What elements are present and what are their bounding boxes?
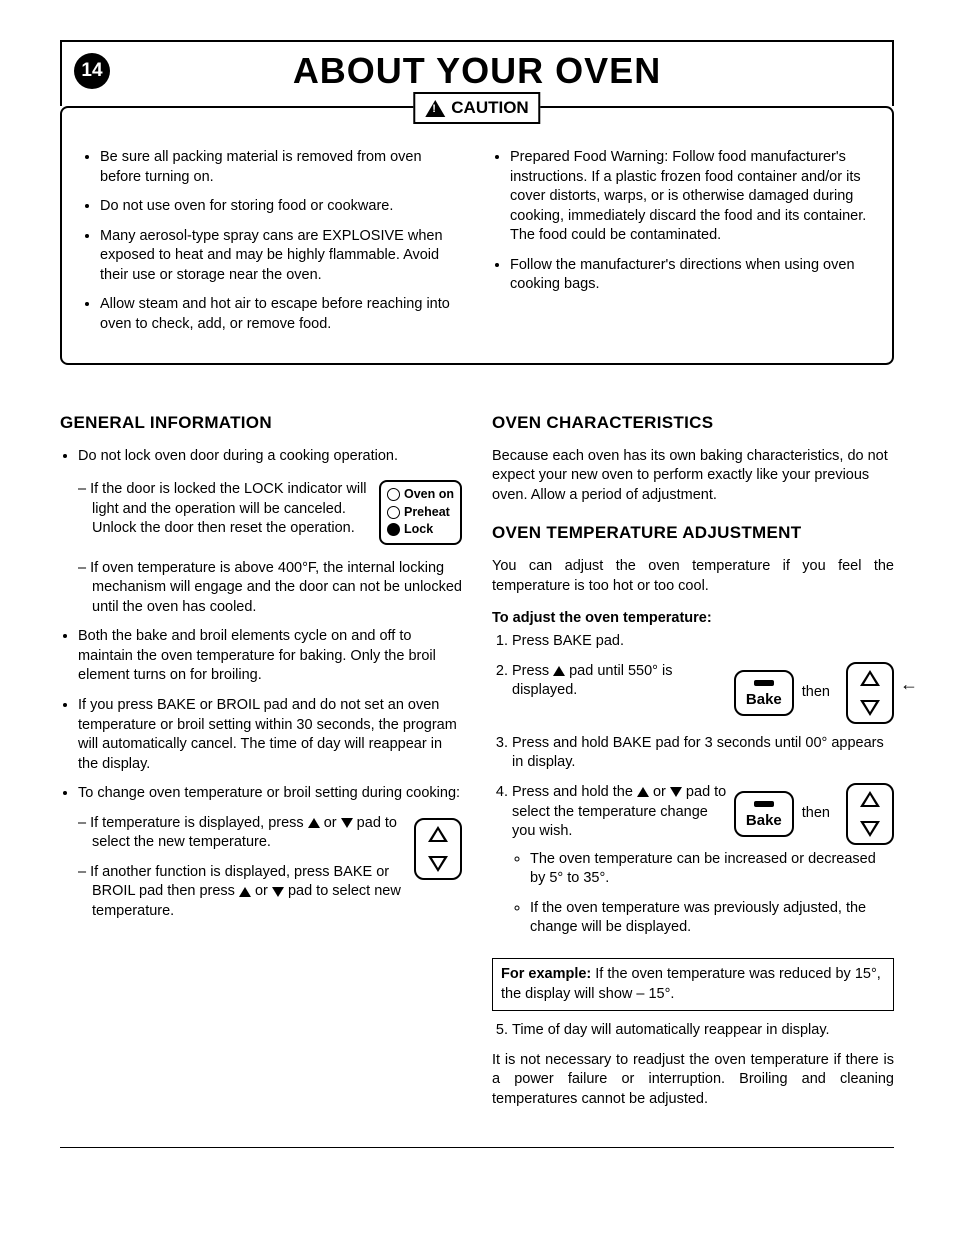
lock-indicator-icon — [387, 523, 400, 536]
down-arrow-icon — [272, 887, 284, 897]
temp-step: Time of day will automatically reappear … — [512, 1021, 894, 1041]
oven-on-indicator-icon — [387, 488, 400, 501]
indicator-label: Oven on — [404, 486, 454, 504]
temp-step: Bake then Press and hold the or pad to s… — [512, 783, 894, 948]
then-text: then — [802, 683, 830, 703]
general-sub-text: If the door is locked the LOCK indicator… — [90, 481, 366, 536]
bake-label: Bake — [746, 690, 782, 710]
general-sub-item: If another function is displayed, press … — [92, 863, 462, 922]
general-sub-item: If oven temperature is above 400°F, the … — [92, 559, 462, 618]
temp-adj-intro: You can adjust the oven temperature if y… — [492, 557, 894, 596]
warning-icon — [425, 100, 445, 117]
caution-item: Prepared Food Warning: Follow food manuf… — [510, 148, 872, 246]
sub-text: If temperature is displayed, press — [90, 815, 308, 831]
caution-text: CAUTION — [451, 98, 528, 118]
bottom-divider — [60, 1147, 894, 1148]
up-down-pad — [846, 783, 894, 845]
temp-step: Press BAKE pad. — [512, 632, 894, 652]
up-arrow-icon — [239, 887, 251, 897]
down-arrow-icon — [341, 818, 353, 828]
general-item-text: Do not lock oven door during a cooking o… — [78, 448, 398, 464]
then-text: then — [802, 804, 830, 824]
up-down-pad — [414, 818, 462, 880]
general-item: To change oven temperature or broil sett… — [78, 784, 462, 931]
temp-sub-bullet: The oven temperature can be increased or… — [530, 850, 894, 889]
bake-indicator-icon — [754, 801, 774, 807]
preheat-indicator-icon — [387, 506, 400, 519]
caution-item: Allow steam and hot air to escape before… — [100, 295, 462, 334]
caution-list-left: Be sure all packing material is removed … — [82, 148, 462, 335]
up-down-pad — [846, 662, 894, 724]
indicator-label: Lock — [404, 521, 433, 539]
caution-item: Be sure all packing material is removed … — [100, 148, 462, 187]
temp-sub-bullet: If the oven temperature was previously a… — [530, 899, 894, 938]
down-arrow-icon — [860, 700, 880, 716]
step-text: Press — [512, 663, 553, 679]
pointer-arrow-icon: ← — [900, 672, 918, 696]
temp-adj-heading: OVEN TEMPERATURE ADJUSTMENT — [492, 523, 894, 543]
up-arrow-icon — [637, 787, 649, 797]
caution-box: CAUTION Be sure all packing material is … — [60, 106, 894, 365]
general-item: Both the bake and broil elements cycle o… — [78, 627, 462, 686]
step-text: Press and hold the — [512, 784, 637, 800]
down-arrow-icon — [670, 787, 682, 797]
up-arrow-icon — [308, 818, 320, 828]
general-item-text: To change oven temperature or broil sett… — [78, 785, 460, 801]
page-title: ABOUT YOUR OVEN — [110, 50, 844, 92]
caution-item: Do not use oven for storing food or cook… — [100, 197, 462, 217]
general-item: Do not lock oven door during a cooking o… — [78, 447, 462, 618]
temp-step: Bake then ← Press pad until 550° is disp… — [512, 662, 894, 724]
bake-pad: Bake — [734, 670, 794, 716]
temp-adj-subhead: To adjust the oven temperature: — [492, 610, 894, 626]
up-arrow-icon — [553, 666, 565, 676]
temp-adj-outro: It is not necessary to readjust the oven… — [492, 1051, 894, 1110]
caution-item: Follow the manufacturer's directions whe… — [510, 256, 872, 295]
up-arrow-icon — [860, 670, 880, 686]
up-arrow-icon — [860, 791, 880, 807]
general-info-heading: GENERAL INFORMATION — [60, 413, 462, 433]
or-text: or — [649, 784, 670, 800]
page-number-badge: 14 — [74, 53, 110, 89]
or-text: or — [320, 815, 341, 831]
general-item: If you press BAKE or BROIL pad and do no… — [78, 696, 462, 774]
caution-label: CAUTION — [413, 92, 540, 124]
caution-list-right: Prepared Food Warning: Follow food manuf… — [492, 148, 872, 295]
down-arrow-icon — [428, 856, 448, 872]
or-text: or — [251, 883, 272, 899]
down-arrow-icon — [860, 821, 880, 837]
general-sub-item: Oven on Preheat Lock If the door is lock… — [92, 480, 462, 545]
caution-item: Many aerosol-type spray cans are EXPLOSI… — [100, 227, 462, 286]
oven-char-heading: OVEN CHARACTERISTICS — [492, 413, 894, 433]
bake-label: Bake — [746, 811, 782, 831]
indicator-panel: Oven on Preheat Lock — [379, 480, 462, 545]
up-arrow-icon — [428, 826, 448, 842]
example-box: For example: If the oven temperature was… — [492, 958, 894, 1011]
example-label: For example: — [501, 966, 591, 982]
bake-indicator-icon — [754, 680, 774, 686]
oven-char-text: Because each oven has its own baking cha… — [492, 447, 894, 506]
indicator-label: Preheat — [404, 504, 450, 522]
general-sub-item: If temperature is displayed, press or pa… — [92, 814, 462, 853]
bake-pad: Bake — [734, 791, 794, 837]
temp-step: Press and hold BAKE pad for 3 seconds un… — [512, 734, 894, 773]
